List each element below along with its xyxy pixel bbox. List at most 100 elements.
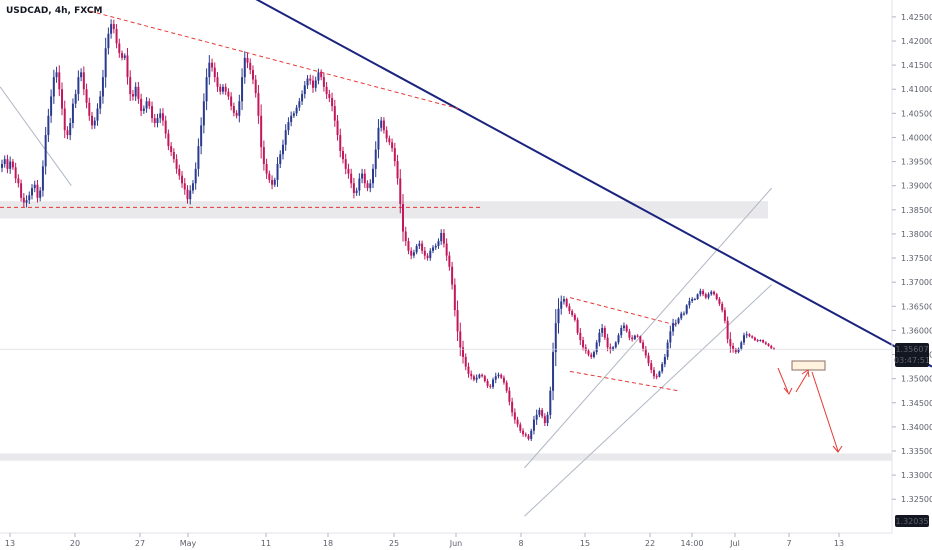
candle [167, 129, 170, 151]
candle [753, 336, 756, 342]
axes-layer [0, 0, 893, 534]
candle-body [712, 291, 715, 295]
candle-body [492, 379, 495, 387]
early-channel-line [0, 86, 72, 186]
candle-body [82, 72, 85, 90]
candle-body [598, 332, 601, 343]
x-tick-label: 25 [389, 539, 399, 548]
candle [516, 416, 519, 428]
candle [502, 375, 505, 385]
candle-body [554, 323, 557, 353]
candle [273, 177, 276, 187]
y-tick-label: 1.38000 [901, 230, 932, 239]
candle-body [44, 135, 47, 167]
low-price-label: 1.32035 [895, 517, 928, 526]
candle [737, 347, 740, 354]
candle [519, 422, 522, 433]
candle-body [311, 80, 314, 88]
candle-body [448, 255, 451, 267]
candle [688, 297, 691, 309]
candle [216, 72, 219, 92]
candle [691, 297, 694, 304]
candle-body [284, 130, 287, 145]
candle-body [107, 33, 110, 49]
candle-body [238, 101, 241, 116]
candle [28, 191, 31, 205]
candle [677, 317, 680, 325]
candle [402, 194, 405, 242]
candle-body [497, 374, 500, 377]
candle-body [66, 130, 69, 136]
candle-body [391, 142, 394, 149]
candle [663, 353, 666, 368]
candle-body [303, 85, 306, 95]
candle-body [230, 96, 233, 107]
candle [391, 138, 394, 152]
candle [309, 74, 312, 85]
candle-body [77, 77, 80, 95]
trendlines-layer [0, 0, 932, 392]
candle [221, 84, 224, 95]
candle [156, 113, 159, 128]
candle [432, 245, 435, 254]
candle-body [140, 98, 143, 111]
candle-body [592, 352, 595, 357]
candle [320, 69, 323, 81]
candle [764, 341, 767, 346]
candle [704, 292, 707, 300]
candle-body [756, 340, 759, 342]
candle-body [164, 120, 167, 134]
candle [249, 58, 252, 75]
candle-body [382, 120, 385, 131]
x-tick-label: 8 [518, 539, 523, 548]
candle-body [333, 106, 336, 121]
candle-body [254, 79, 257, 94]
candle [36, 180, 39, 203]
candle [44, 126, 47, 175]
candle-body [1, 164, 3, 168]
candle [369, 179, 372, 193]
candle-body [508, 390, 511, 402]
candle [314, 76, 317, 92]
candle [647, 352, 650, 367]
candle [110, 19, 113, 39]
candle-body [451, 266, 454, 285]
candle-body [680, 313, 683, 319]
candle [69, 117, 72, 141]
candle [219, 83, 222, 95]
candle-body [186, 189, 189, 200]
projection-arrow-up [795, 371, 809, 393]
candle-body [699, 290, 702, 295]
candle [505, 380, 508, 393]
candle [614, 341, 617, 349]
candle [773, 347, 775, 351]
candle-body [402, 204, 405, 232]
candle-body [232, 106, 235, 113]
candle-body [14, 167, 17, 179]
candle-body [524, 434, 527, 436]
candle [333, 99, 336, 127]
candle [617, 333, 620, 345]
candle-body [129, 77, 132, 95]
candle-body [399, 178, 402, 205]
y-tick-label: 1.33500 [901, 447, 932, 456]
candle [227, 88, 230, 100]
candle [224, 83, 227, 96]
candle [404, 226, 407, 246]
candle [11, 159, 14, 170]
candle-body [339, 135, 342, 151]
candle [52, 69, 55, 104]
candle [202, 93, 205, 134]
candle-body [328, 94, 331, 98]
candle-body [582, 340, 585, 348]
candle [552, 342, 555, 401]
candle-body [112, 24, 115, 29]
candle [107, 27, 110, 55]
candle-body [63, 108, 66, 131]
candle [707, 292, 710, 300]
target-box [791, 360, 826, 371]
candle [194, 162, 197, 190]
candle [205, 68, 208, 111]
candle-body [58, 72, 61, 90]
